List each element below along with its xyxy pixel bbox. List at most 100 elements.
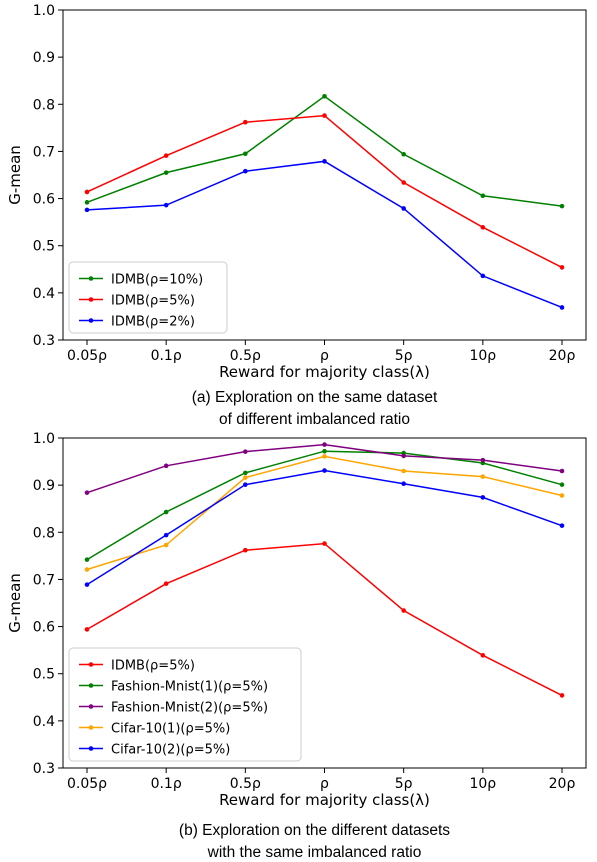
legend-label: IDMB(ρ=10%) [111, 273, 203, 288]
data-point [401, 180, 406, 185]
data-point [163, 581, 169, 586]
legend-label: Cifar-10(1)(ρ=5%) [111, 722, 230, 737]
x-tick-label: ρ [320, 348, 329, 364]
data-point [243, 119, 248, 125]
data-point [559, 482, 565, 487]
x-axis-label: Reward for majority class(λ) [219, 363, 430, 381]
data-point [559, 523, 565, 528]
data-point [559, 265, 565, 270]
figure-caption: (b) Exploration on the different dataset… [179, 822, 450, 839]
figure-caption: (a) Exploration on the same dataset [192, 389, 438, 406]
data-point [163, 532, 169, 538]
y-axis-label: G-mean [6, 145, 24, 205]
legend-label: Fashion-Mnist(1)(ρ=5%) [111, 680, 268, 695]
x-tick-label: 10ρ [469, 776, 496, 792]
figure-caption: of different imbalanced ratio [219, 411, 410, 428]
data-point [480, 225, 486, 230]
legend-box [68, 647, 302, 762]
x-tick-label: 0.1ρ [151, 348, 182, 364]
data-point [480, 273, 486, 279]
x-tick-label: 20ρ [549, 348, 576, 364]
legend-marker [88, 683, 94, 688]
data-point [84, 490, 90, 495]
legend-marker [88, 662, 94, 667]
x-tick-label: 0.05ρ [67, 776, 107, 792]
data-point [322, 454, 327, 459]
figure-caption: with the same imbalanced ratio [207, 844, 422, 861]
data-point [322, 113, 327, 118]
data-point [163, 170, 169, 175]
data-point [401, 151, 406, 157]
legend-label: IDMB(ρ=2%) [111, 315, 195, 330]
data-point [559, 305, 565, 310]
data-point [401, 468, 406, 474]
data-point [243, 470, 248, 476]
x-tick-label: 10ρ [469, 348, 496, 364]
series-line-1 [86, 95, 563, 207]
chart-panel-2: 0.3 0.4 0.5 0.6 0.7 0.8 0.9 1.0 0.05ρ 0.1ρ 0.5ρ ρ 5ρ… [6, 431, 587, 861]
data-point [163, 542, 169, 548]
data-point [84, 200, 90, 205]
x-axis-label: Reward for majority class(λ) [219, 791, 430, 809]
data-point [163, 202, 169, 208]
legend-marker [88, 297, 94, 302]
data-point [163, 153, 169, 158]
y-tick-label: 0.6 [33, 620, 55, 636]
legend-label: Cifar-10(2)(ρ=5%) [111, 743, 230, 758]
legend-marker [88, 704, 94, 709]
y-tick-label: 0.9 [33, 50, 55, 66]
data-point [84, 207, 90, 213]
y-tick-label: 0.9 [33, 478, 55, 494]
y-tick-label: 1.0 [33, 431, 55, 447]
x-tick-label: 5ρ [395, 348, 413, 364]
data-point [243, 547, 248, 553]
y-tick-label: 0.7 [33, 572, 55, 588]
data-point [163, 463, 169, 469]
y-tick-label: 0.5 [33, 239, 55, 255]
data-point [243, 449, 248, 454]
series-line-5 [86, 469, 563, 586]
legend-label: Fashion-Mnist(2)(ρ=5%) [111, 701, 268, 716]
y-tick-label: 0.4 [33, 714, 55, 730]
data-point [243, 151, 248, 157]
data-point [322, 448, 327, 454]
data-point [243, 475, 248, 480]
data-point [559, 468, 565, 474]
chart-panel-1: 0.3 0.4 0.5 0.6 0.7 0.8 0.9 1.0 0.05ρ 0.1ρ 0.5ρ ρ 5ρ… [6, 3, 587, 428]
data-point [84, 567, 90, 572]
data-point [322, 442, 327, 447]
data-point [243, 482, 248, 487]
legend-label: IDMB(ρ=5%) [111, 294, 195, 309]
series-line-2 [86, 114, 563, 269]
data-point [401, 608, 406, 613]
legend-marker [88, 276, 94, 281]
y-tick-label: 1.0 [33, 3, 55, 19]
x-tick-label: 0.5ρ [230, 348, 261, 364]
data-point [84, 557, 90, 562]
data-point [559, 693, 565, 698]
data-point [480, 457, 486, 463]
legend-label: IDMB(ρ=5%) [111, 659, 195, 674]
data-point [401, 481, 406, 487]
x-tick-label: ρ [320, 776, 329, 792]
data-point [84, 627, 90, 632]
data-point [401, 206, 406, 211]
data-point [480, 495, 486, 500]
y-tick-label: 0.7 [33, 144, 55, 160]
y-tick-label: 0.6 [33, 192, 55, 208]
data-point [480, 474, 486, 479]
y-tick-label: 0.3 [33, 761, 55, 777]
y-tick-label: 0.3 [33, 333, 55, 349]
series-line-4 [86, 455, 563, 571]
y-tick-label: 0.8 [33, 525, 55, 541]
data-point [84, 582, 90, 587]
data-point [559, 203, 565, 209]
data-point [322, 468, 327, 473]
x-tick-label: 0.05ρ [67, 348, 107, 364]
y-tick-label: 0.8 [33, 97, 55, 113]
data-point [163, 509, 169, 515]
data-point [322, 159, 327, 164]
y-tick-label: 0.5 [33, 667, 55, 683]
data-point [243, 168, 248, 174]
legend-box [68, 261, 228, 334]
